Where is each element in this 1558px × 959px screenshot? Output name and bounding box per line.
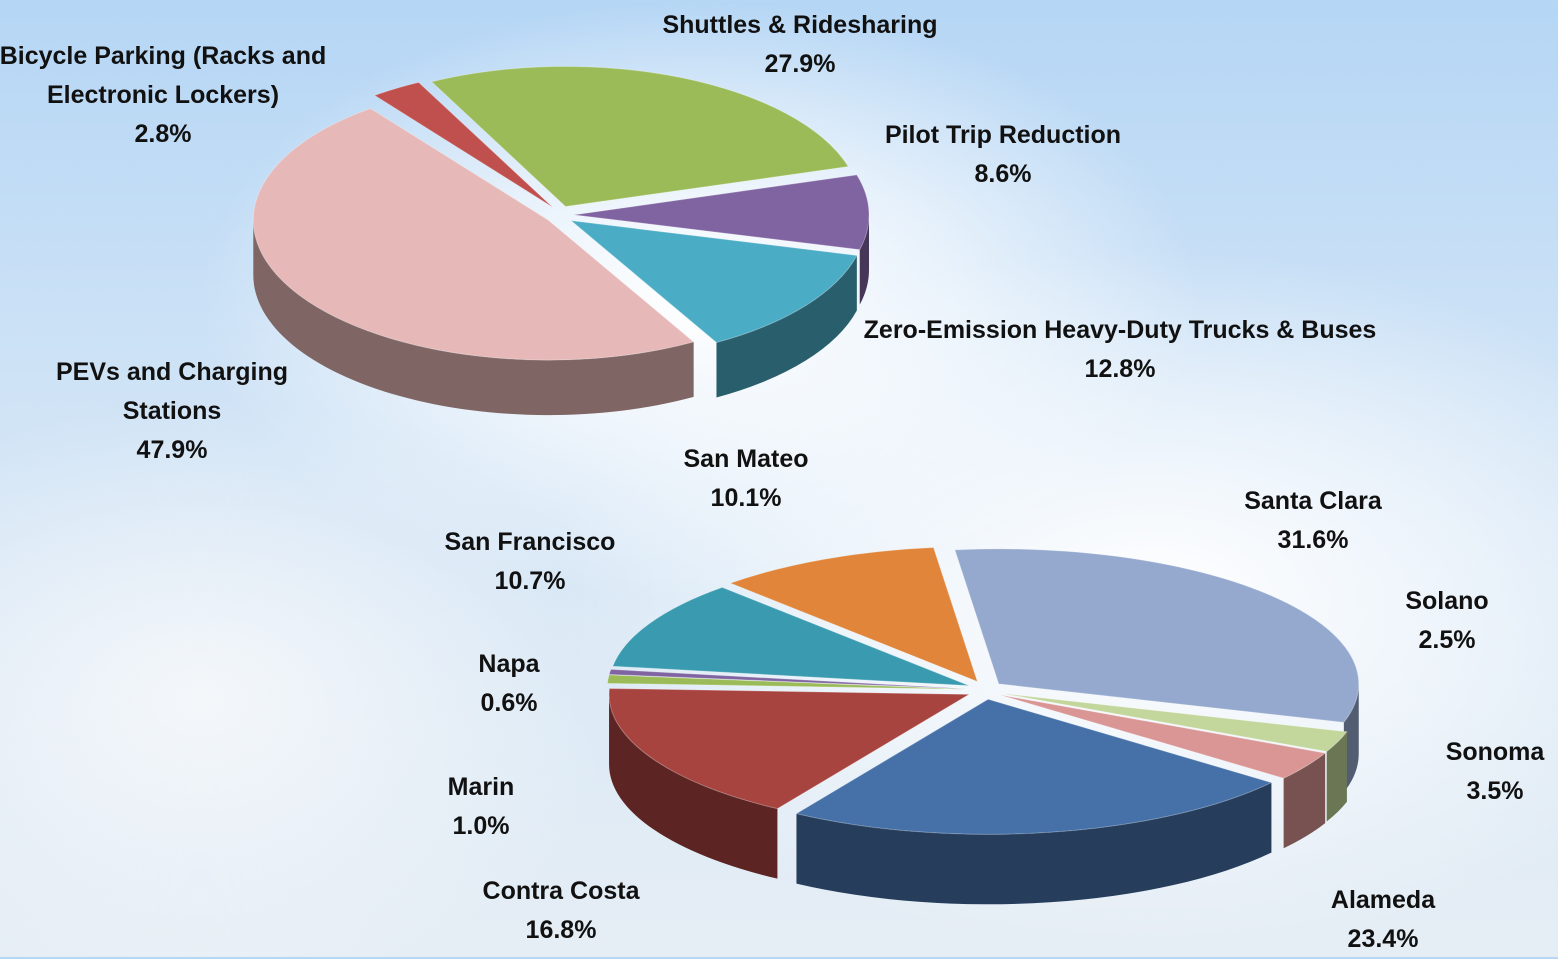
slice-label: San Francisco 10.7% <box>410 523 650 601</box>
slice-label: Shuttles & Ridesharing 27.9% <box>600 6 1000 84</box>
slice-label: Pilot Trip Reduction 8.6% <box>843 116 1163 194</box>
category-label: Bicycle Parking (Racks and Electronic Lo… <box>0 42 327 109</box>
value-label: 12.8% <box>1084 355 1156 383</box>
category-label: Solano <box>1405 587 1489 615</box>
slice-label: Zero-Emission Heavy-Duty Trucks & Buses 1… <box>860 311 1380 389</box>
category-label: Shuttles & Ridesharing <box>662 11 938 39</box>
value-label: 23.4% <box>1347 925 1419 953</box>
pie-tops <box>606 546 1360 835</box>
category-label: Marin <box>447 773 515 801</box>
slice-label: Solano 2.5% <box>1367 582 1527 660</box>
slice-side <box>253 220 694 416</box>
slice-label: Napa 0.6% <box>449 645 569 723</box>
value-label: 31.6% <box>1277 526 1349 554</box>
value-label: 1.0% <box>452 812 510 840</box>
value-label: 47.9% <box>136 436 208 464</box>
slice-side <box>1283 753 1326 849</box>
value-label: 0.6% <box>480 689 538 717</box>
category-label: Santa Clara <box>1244 487 1382 515</box>
category-label: Alameda <box>1330 886 1436 914</box>
slice-side <box>609 694 778 879</box>
slice <box>795 698 1273 835</box>
slice <box>430 65 850 207</box>
value-label: 2.5% <box>1418 626 1476 654</box>
category-label: San Mateo <box>683 445 809 473</box>
slice-side <box>716 255 857 398</box>
value-label: 16.8% <box>525 916 597 944</box>
slice <box>373 81 553 208</box>
slice <box>1001 692 1348 753</box>
slice <box>573 174 870 251</box>
slice <box>252 107 695 361</box>
pie-tops <box>252 65 870 361</box>
value-label: 3.5% <box>1466 777 1524 805</box>
pie-sides <box>253 214 869 416</box>
value-label: 2.8% <box>134 120 192 148</box>
slice-side <box>796 782 1272 905</box>
slice <box>729 546 979 683</box>
slice <box>608 668 968 690</box>
slice <box>954 548 1360 723</box>
value-label: 10.7% <box>494 567 566 595</box>
slice-label: Alameda 23.4% <box>1293 881 1473 959</box>
slice-label: Santa Clara 31.6% <box>1203 482 1423 560</box>
category-label: Zero-Emission Heavy-Duty Trucks & Buses <box>863 316 1377 344</box>
slice <box>1000 694 1327 779</box>
slice <box>608 687 971 810</box>
category-label: PEVs and Charging Stations <box>56 358 288 425</box>
value-label: 10.1% <box>710 484 782 512</box>
slice-label: Bicycle Parking (Racks and Electronic Lo… <box>0 37 333 154</box>
category-label: Sonoma <box>1445 738 1545 766</box>
slice <box>612 586 970 687</box>
slice-side <box>1326 731 1347 822</box>
slice-side <box>1343 683 1359 793</box>
slice-label: PEVs and Charging Stations 47.9% <box>22 353 322 470</box>
value-label: 8.6% <box>974 160 1032 188</box>
category-label: San Francisco <box>444 528 616 556</box>
slice <box>606 674 968 690</box>
slice-label: Sonoma 3.5% <box>1415 733 1558 811</box>
slice-label: Contra Costa 16.8% <box>451 872 671 950</box>
pie-sides <box>609 683 1359 905</box>
category-label: Contra Costa <box>482 877 640 905</box>
slice-label: Marin 1.0% <box>411 768 551 846</box>
category-label: Napa <box>478 650 540 678</box>
category-label: Pilot Trip Reduction <box>884 121 1122 149</box>
slice-label: San Mateo 10.1% <box>646 440 846 518</box>
slice-side <box>859 214 869 305</box>
slice <box>569 219 858 344</box>
value-label: 27.9% <box>764 50 836 78</box>
